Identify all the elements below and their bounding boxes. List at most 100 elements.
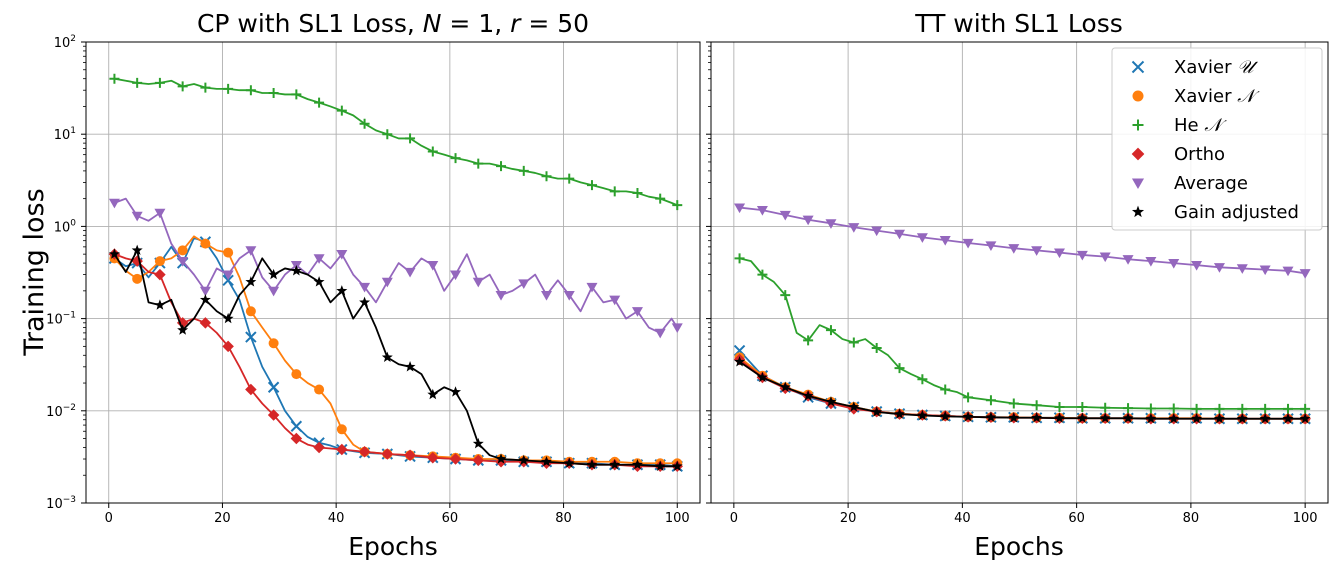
data-point: [336, 250, 348, 260]
data-point: [632, 188, 643, 199]
data-point: [199, 286, 211, 297]
data-point: [848, 337, 859, 348]
data-point: [268, 87, 279, 98]
data-point: [405, 133, 416, 144]
data-point: [359, 118, 370, 129]
data-point: [268, 268, 280, 280]
legend-marker: [1132, 119, 1144, 131]
data-point: [222, 270, 234, 281]
data-point: [825, 396, 837, 407]
data-point: [336, 285, 348, 296]
data-point: [563, 457, 575, 468]
data-point: [109, 73, 120, 84]
x-tick-label: 80: [555, 511, 572, 526]
x-tick-label: 40: [954, 511, 971, 526]
data-point: [871, 342, 882, 353]
data-point: [940, 384, 951, 395]
y-tick-label: 10−3: [46, 495, 76, 512]
data-point: [223, 247, 234, 258]
x-axis-label-tt: Epochs: [974, 532, 1064, 561]
data-point: [268, 286, 280, 297]
data-point: [1213, 413, 1225, 424]
legend-label: Gain adjusted: [1174, 202, 1299, 223]
data-point: [313, 276, 325, 287]
x-tick-label: 0: [105, 511, 113, 526]
chart-title-tt: TT with SL1 Loss: [914, 9, 1123, 38]
data-point: [245, 331, 257, 343]
data-point: [108, 198, 120, 209]
x-tick-label: 20: [214, 511, 231, 526]
data-point: [756, 206, 768, 216]
x-tick-label: 0: [730, 511, 738, 526]
panel-tt: 0 20 40 60 80 100 TT with SL1 Loss Epochs Xav…: [706, 9, 1329, 561]
data-point: [1123, 403, 1134, 414]
data-point: [222, 340, 234, 353]
data-point: [802, 215, 814, 226]
data-point: [223, 83, 234, 94]
data-point: [631, 458, 643, 470]
x-tick-label: 100: [1293, 511, 1318, 526]
data-point: [450, 153, 461, 164]
y-tick-label: 101: [54, 126, 76, 143]
data-point: [427, 146, 438, 157]
data-point: [154, 299, 166, 310]
legend: Xavier 𝒰 Xavier 𝒩 He 𝒩 Ortho Average Gain adj…: [1111, 47, 1323, 231]
data-point: [1053, 248, 1065, 259]
data-point: [609, 295, 621, 306]
data-point: [586, 458, 598, 470]
series-0-4: [108, 197, 683, 339]
data-point: [245, 383, 257, 396]
data-point: [154, 256, 165, 267]
data-point: [654, 328, 666, 339]
data-point: [1031, 412, 1043, 423]
legend-label: Ortho: [1174, 144, 1225, 165]
data-point: [245, 306, 256, 317]
panel-cp: 0 20 40 60 80 100 10−3 10−2 10−1 100 101 102 CP wit…: [19, 9, 701, 561]
legend-item: Xavier 𝒰: [1131, 57, 1258, 78]
legend-marker: [1131, 60, 1145, 74]
data-point: [671, 460, 683, 471]
data-point: [1008, 412, 1020, 423]
data-point: [779, 210, 791, 221]
data-point: [985, 411, 997, 422]
data-point: [358, 445, 371, 458]
data-point: [1236, 264, 1248, 274]
data-point: [825, 219, 837, 229]
data-point: [314, 97, 325, 108]
data-point: [894, 408, 905, 419]
data-point: [1054, 412, 1065, 423]
x-tick-label: 40: [328, 511, 345, 526]
data-point: [450, 270, 462, 281]
series-1-4: [734, 203, 1311, 279]
legend-item: Gain adjusted: [1131, 202, 1299, 223]
data-point: [1282, 413, 1294, 424]
ticks-cp: 0 20 40 60 80 100 10−3 10−2 10−1 100 101 102: [46, 34, 690, 526]
data-point: [336, 424, 347, 435]
series-group-tt: [733, 203, 1311, 425]
legend-marker: [1132, 90, 1144, 102]
data-point: [177, 245, 188, 256]
data-point: [848, 401, 860, 412]
data-point: [131, 244, 143, 255]
data-point: [734, 253, 745, 264]
data-point: [894, 229, 906, 240]
data-point: [563, 290, 575, 301]
data-point: [427, 451, 439, 464]
data-point: [780, 290, 791, 301]
y-tick-label: 100: [54, 218, 77, 235]
data-point: [1031, 246, 1043, 256]
data-point: [200, 238, 211, 249]
data-point: [609, 458, 621, 470]
data-point: [177, 257, 189, 267]
data-point: [381, 351, 393, 362]
data-point: [1168, 403, 1179, 414]
data-point: [825, 325, 836, 336]
data-point: [916, 233, 928, 243]
data-point: [290, 265, 302, 276]
y-tick-label: 10−2: [46, 403, 76, 420]
ticks-tt: 0 20 40 60 80 100: [706, 41, 1318, 526]
data-point: [245, 276, 257, 287]
data-point: [1168, 413, 1180, 424]
data-point: [1008, 398, 1019, 409]
data-point: [245, 85, 256, 96]
